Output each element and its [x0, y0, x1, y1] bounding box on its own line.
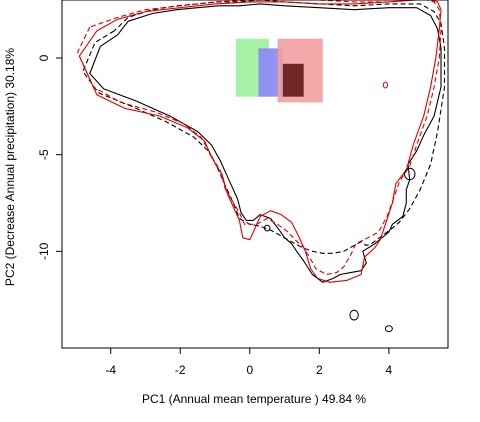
- contour-loop-1: [404, 167, 416, 181]
- y-tick-label: -5: [37, 149, 51, 160]
- x-tick-label: 2: [316, 363, 323, 377]
- contour-series-0: [89, 3, 442, 283]
- density-block-3: [282, 63, 304, 97]
- contour-loop-3: [384, 325, 393, 333]
- x-tick-label: 4: [386, 363, 393, 377]
- x-tick-label: -2: [175, 363, 186, 377]
- x-tick-label: -4: [105, 363, 116, 377]
- contour-loop-2: [349, 309, 359, 321]
- density-layer: [235, 38, 323, 103]
- y-tick-label: 0: [37, 54, 51, 61]
- contour-loop-4: [382, 81, 388, 89]
- contour-layer: [77, 0, 446, 333]
- contour-series-3: [77, 0, 442, 276]
- plot-frame: [61, 0, 449, 349]
- contour-loop-0: [263, 224, 271, 232]
- y-axis-title: PC2 (Decrease Annual precipitation) 30.1…: [3, 48, 17, 286]
- contour-series-1: [82, 0, 446, 254]
- x-axis-title: PC1 (Annual mean temperature ) 49.84 %: [142, 392, 366, 406]
- axes-layer: -4 -2 0 2 4 0 -5 -10: [37, 0, 449, 377]
- x-tick-label: 0: [246, 363, 253, 377]
- y-tick-label: -10: [37, 242, 51, 260]
